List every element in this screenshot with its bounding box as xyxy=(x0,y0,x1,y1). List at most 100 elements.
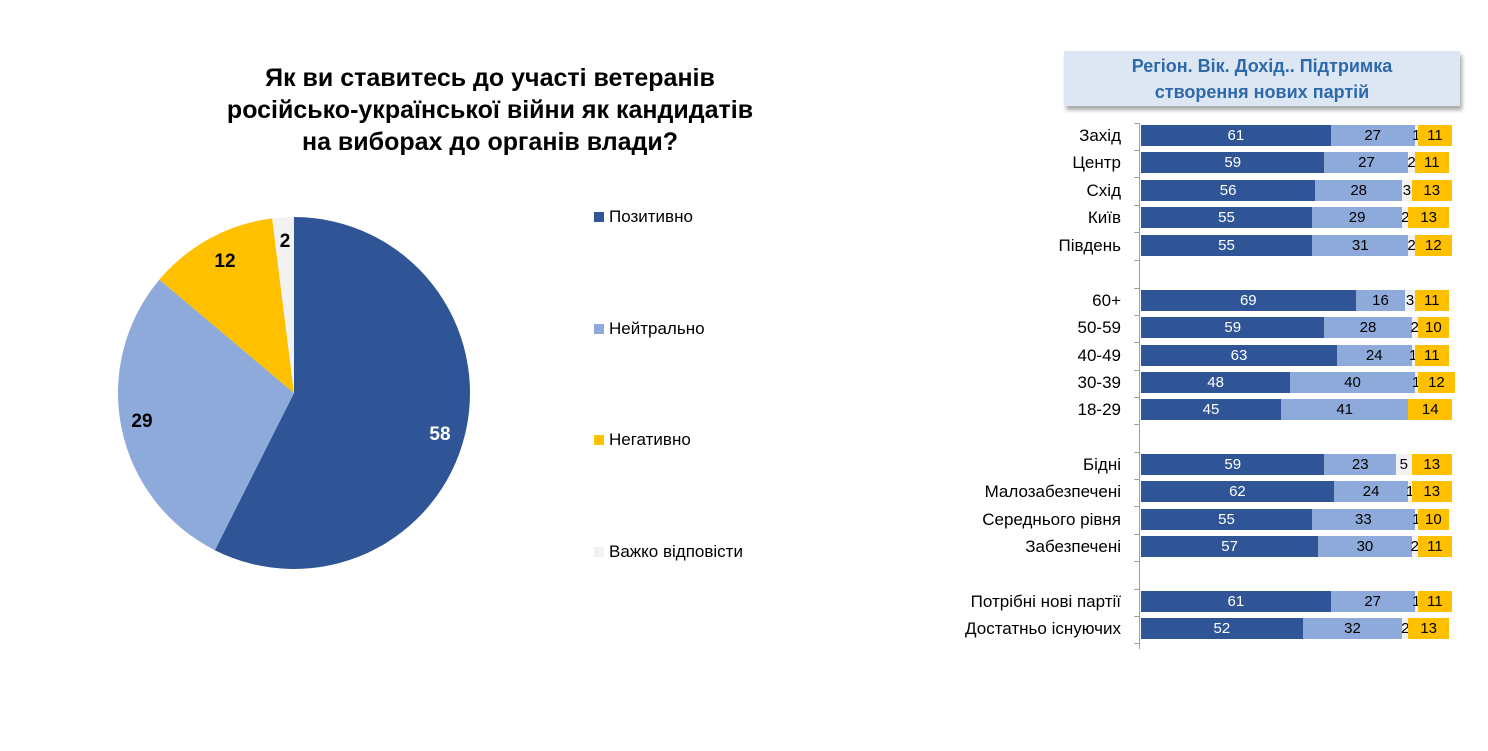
stacked-bar: 56 28 3 13 xyxy=(1141,180,1452,201)
axis-tick xyxy=(1134,150,1139,151)
bar-row: Захід 61 27 1 11 xyxy=(0,125,1488,146)
pie-slice-hard-to-say xyxy=(272,217,294,393)
bar-row-label: Потрібні нові партії xyxy=(970,592,1121,611)
segment-negative: 13 xyxy=(1411,454,1452,475)
bar-row: Забезпечені 57 30 2 11 xyxy=(0,536,1488,557)
pie-label-positive: 58 xyxy=(429,424,450,445)
segment-positive: 62 xyxy=(1141,481,1334,502)
legend-item-positive: Позитивно xyxy=(594,207,693,227)
axis-tick xyxy=(1134,616,1139,617)
axis-tick xyxy=(1134,123,1139,124)
segment-neutral: 16 xyxy=(1355,290,1406,311)
segment-negative: 14 xyxy=(1408,399,1452,420)
bar-row: Схід 56 28 3 13 xyxy=(0,180,1488,201)
stacked-bar: 52 32 2 13 xyxy=(1141,618,1449,639)
segment-positive: 63 xyxy=(1141,345,1337,366)
segment-hard-to-say: 3 xyxy=(1402,180,1412,201)
stacked-bar: 59 27 2 11 xyxy=(1141,152,1449,173)
bar-row: Київ 55 29 2 13 xyxy=(0,207,1488,228)
segment-negative: 13 xyxy=(1411,481,1452,502)
segment-positive: 56 xyxy=(1141,180,1316,201)
segment-positive: 45 xyxy=(1141,399,1281,420)
stacked-bar: 62 24 1 13 xyxy=(1141,481,1452,502)
segment-neutral: 30 xyxy=(1318,536,1412,557)
stacked-bar: 55 29 2 13 xyxy=(1141,207,1449,228)
bar-row-label: Захід xyxy=(1079,126,1121,145)
bar-row-label: Центр xyxy=(1072,153,1121,172)
segment-neutral: 28 xyxy=(1324,317,1412,338)
bar-row-label: 60+ xyxy=(1092,291,1121,310)
segment-hard-to-say: 3 xyxy=(1405,290,1415,311)
bar-row-label: Бідні xyxy=(1082,455,1121,474)
bar-row-label: Схід xyxy=(1086,181,1121,200)
axis-tick xyxy=(1134,452,1139,453)
axis-tick xyxy=(1134,506,1139,507)
segment-negative: 12 xyxy=(1414,235,1452,256)
legend-swatch-negative xyxy=(594,435,604,445)
segment-hard-to-say: 2 xyxy=(1401,618,1410,639)
bar-row-label: Забезпечені xyxy=(1025,537,1121,556)
segment-hard-to-say: 2 xyxy=(1401,207,1410,228)
segment-neutral: 31 xyxy=(1312,235,1409,256)
segment-negative: 11 xyxy=(1414,152,1449,173)
legend-label: Позитивно xyxy=(609,207,693,226)
bar-row-label: 40-49 xyxy=(1077,346,1121,365)
axis-tick xyxy=(1134,561,1139,562)
bar-row: Південь 55 31 2 12 xyxy=(0,235,1488,256)
segment-positive: 61 xyxy=(1141,125,1331,146)
axis-tick xyxy=(1134,643,1139,644)
pie-label-negative: 12 xyxy=(214,251,235,272)
bar-row: Малозабезпечені 62 24 1 13 xyxy=(0,481,1488,502)
axis-tick xyxy=(1134,260,1139,261)
segment-neutral: 41 xyxy=(1280,399,1409,420)
legend-label: Негативно xyxy=(609,430,691,449)
legend-swatch-hard-to-say xyxy=(594,547,604,557)
bar-row-label: 18-29 xyxy=(1077,400,1121,419)
segment-negative: 13 xyxy=(1408,207,1449,228)
segment-positive: 69 xyxy=(1141,290,1356,311)
bar-row: 40-49 63 24 1 11 xyxy=(0,345,1488,366)
segment-positive: 59 xyxy=(1141,454,1325,475)
bar-row-label: Середнього рівня xyxy=(982,510,1121,529)
segment-hard-to-say: 1 xyxy=(1412,591,1421,612)
pie-title-line-2: російсько-української війни як кандидаті… xyxy=(226,96,754,124)
bar-chart-axis xyxy=(1139,123,1140,649)
axis-tick xyxy=(1134,205,1139,206)
segment-neutral: 33 xyxy=(1312,509,1415,530)
pie-chart: 58 29 12 2 xyxy=(117,217,471,569)
legend-label: Важко відповісти xyxy=(609,542,743,561)
segment-negative: 11 xyxy=(1414,290,1449,311)
pie-title-line-3: на виборах до органів влади? xyxy=(301,128,679,156)
bar-title-line-2: створення нових партій xyxy=(1154,82,1370,102)
axis-tick xyxy=(1134,479,1139,480)
segment-negative: 13 xyxy=(1408,618,1449,639)
segment-positive: 59 xyxy=(1141,317,1325,338)
legend-swatch-neutral xyxy=(594,324,604,334)
segment-hard-to-say: 1 xyxy=(1408,345,1418,366)
axis-tick xyxy=(1134,232,1139,233)
segment-neutral: 23 xyxy=(1324,454,1396,475)
bar-row: Середнього рівня 55 33 1 10 xyxy=(0,509,1488,530)
bar-row: Достатньо існуючих 52 32 2 13 xyxy=(0,618,1488,639)
pie-title-line-1: Як ви ставитесь до участі ветеранів xyxy=(265,64,715,92)
segment-negative: 13 xyxy=(1411,180,1452,201)
segment-neutral: 27 xyxy=(1330,125,1415,146)
stacked-bar: 63 24 1 11 xyxy=(1141,345,1449,366)
stacked-bar: 61 27 1 11 xyxy=(1141,591,1452,612)
segment-hard-to-say: 2 xyxy=(1407,235,1416,256)
bar-row: Бідні 59 23 5 13 xyxy=(0,454,1488,475)
segment-hard-to-say: 2 xyxy=(1407,152,1416,173)
segment-positive: 61 xyxy=(1141,591,1331,612)
bar-row-label: 30-39 xyxy=(1077,373,1121,392)
segment-negative: 10 xyxy=(1417,317,1449,338)
stacked-bar: 55 33 1 10 xyxy=(1141,509,1449,530)
segment-positive: 55 xyxy=(1141,207,1313,228)
bar-row-label: Достатньо існуючих xyxy=(965,619,1121,638)
pie-label-neutral: 29 xyxy=(131,411,152,432)
legend-item-neutral: Нейтрально xyxy=(594,319,705,339)
stacked-bar: 45 41 14 xyxy=(1141,399,1452,420)
legend-item-negative: Негативно xyxy=(594,430,691,450)
axis-tick xyxy=(1134,177,1139,178)
segment-negative: 11 xyxy=(1417,591,1452,612)
axis-tick xyxy=(1134,534,1139,535)
